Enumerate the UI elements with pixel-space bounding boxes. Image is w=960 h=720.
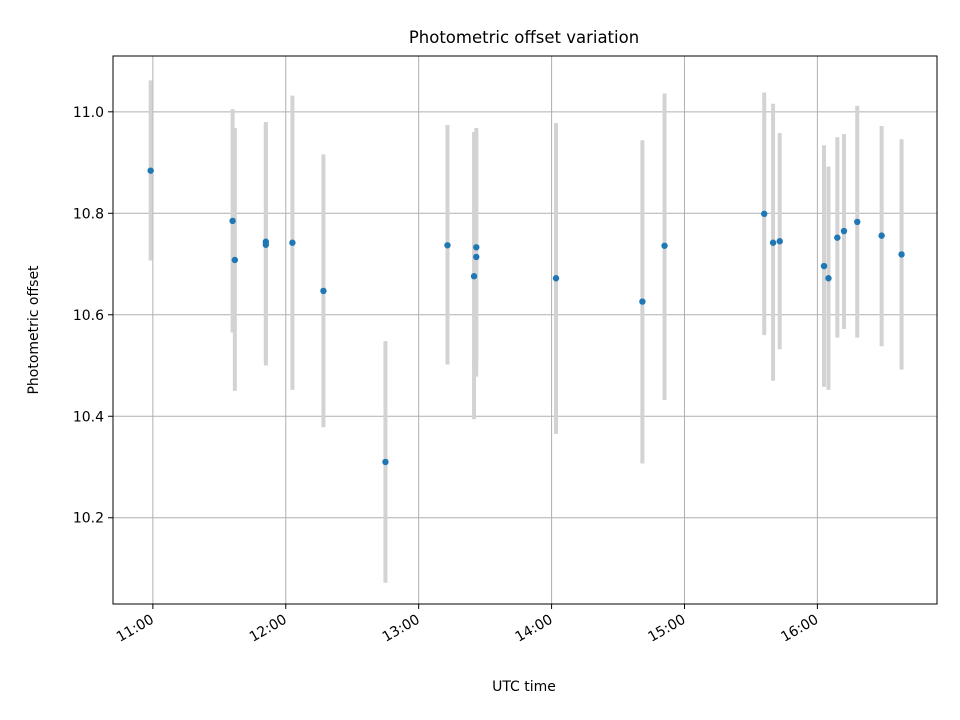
data-point bbox=[229, 217, 236, 225]
data-point bbox=[289, 239, 296, 246]
data-point bbox=[769, 239, 777, 246]
y-tick-label: 11.0 bbox=[73, 105, 104, 121]
y-axis-label: Photometric offset bbox=[26, 265, 42, 395]
data-point bbox=[470, 273, 478, 280]
data-point bbox=[473, 253, 480, 261]
data-point bbox=[834, 234, 841, 241]
x-axis-label: UTC time bbox=[492, 679, 556, 695]
data-point bbox=[776, 238, 783, 245]
x-tick-label: 15:00 bbox=[646, 612, 689, 646]
data-point bbox=[761, 210, 768, 218]
data-point bbox=[552, 275, 560, 282]
x-tick-label: 14:00 bbox=[513, 612, 556, 646]
y-tick-label: 10.4 bbox=[73, 409, 104, 425]
data-point bbox=[820, 262, 828, 270]
data-point bbox=[473, 244, 480, 251]
data-point bbox=[661, 242, 668, 249]
data-point bbox=[262, 241, 270, 248]
x-tick-label: 12:00 bbox=[247, 612, 290, 646]
data-point bbox=[382, 458, 389, 466]
data-point bbox=[878, 232, 885, 239]
data-point bbox=[444, 242, 451, 249]
x-tick-label: 16:00 bbox=[778, 612, 821, 646]
data-point bbox=[639, 298, 646, 305]
data-point bbox=[231, 256, 239, 264]
data-point bbox=[898, 251, 905, 258]
grid bbox=[113, 56, 937, 604]
error-bars bbox=[148, 80, 904, 583]
data-point bbox=[854, 218, 861, 226]
plot-frame bbox=[112, 55, 938, 605]
x-tick-label: 13:00 bbox=[380, 612, 423, 646]
y-tick-label: 10.6 bbox=[73, 308, 104, 324]
chart-title: Photometric offset variation bbox=[409, 28, 639, 47]
data-point bbox=[147, 167, 154, 174]
data-points bbox=[147, 167, 905, 466]
data-point bbox=[840, 227, 848, 235]
data-point bbox=[320, 287, 327, 295]
y-tick-label: 10.2 bbox=[73, 511, 104, 527]
x-tick-label: 11:00 bbox=[114, 612, 157, 646]
data-point bbox=[825, 275, 832, 282]
y-tick-label: 10.8 bbox=[73, 206, 104, 222]
